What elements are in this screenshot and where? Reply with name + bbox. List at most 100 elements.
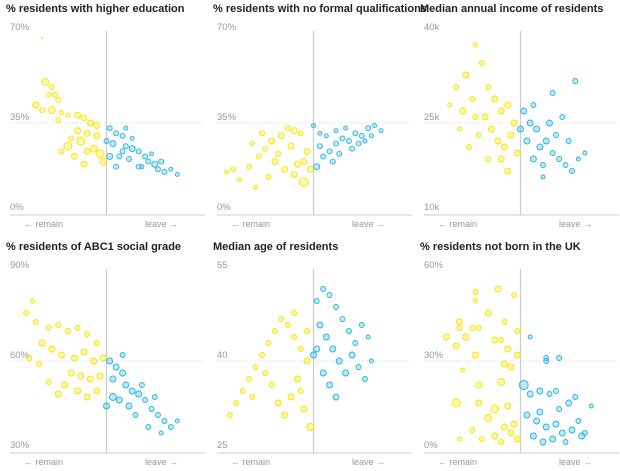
leave-point bbox=[149, 151, 154, 157]
leave-point bbox=[142, 153, 149, 160]
scatter-plot: 0% 35% 70% ← remain leave → bbox=[10, 22, 205, 229]
remain-point bbox=[462, 71, 470, 79]
remain-point bbox=[497, 378, 506, 386]
remain-point bbox=[504, 402, 512, 410]
leave-point bbox=[529, 155, 537, 163]
leave-point bbox=[558, 429, 566, 437]
remain-point bbox=[45, 325, 52, 331]
leave-point bbox=[119, 132, 126, 139]
leave-point bbox=[158, 430, 164, 436]
remain-point bbox=[84, 331, 91, 337]
remain-point bbox=[32, 101, 40, 109]
leave-point bbox=[138, 382, 145, 388]
remain-point bbox=[475, 325, 482, 331]
leave-point bbox=[556, 355, 563, 361]
y-tick-label: 30% bbox=[424, 350, 444, 361]
remain-point bbox=[443, 333, 450, 341]
remain-point bbox=[58, 148, 65, 155]
remain-point bbox=[46, 92, 52, 98]
leave-point bbox=[523, 137, 531, 145]
leave-point bbox=[533, 417, 541, 425]
leave-point bbox=[372, 123, 378, 129]
remain-point bbox=[281, 411, 289, 419]
leave-point bbox=[135, 148, 142, 155]
remain-point bbox=[300, 405, 308, 413]
remain-point bbox=[507, 429, 515, 437]
y-tick-label: 40 bbox=[217, 350, 228, 361]
leave-point bbox=[552, 132, 559, 138]
remain-point bbox=[504, 101, 512, 109]
remain-point bbox=[259, 352, 265, 358]
leave-point bbox=[562, 162, 569, 168]
leave-point bbox=[572, 394, 579, 400]
leave-point bbox=[543, 358, 550, 364]
leave-point bbox=[333, 304, 339, 310]
leave-point bbox=[116, 153, 123, 160]
leave-point bbox=[368, 358, 374, 364]
leave-point bbox=[313, 163, 321, 171]
remain-point bbox=[268, 382, 275, 388]
leave-label: leave → bbox=[559, 457, 592, 467]
leave-point bbox=[333, 128, 339, 134]
remain-point bbox=[30, 298, 35, 304]
leave-point bbox=[549, 150, 556, 156]
leave-point bbox=[575, 156, 581, 162]
leave-point bbox=[108, 393, 117, 401]
remain-point bbox=[76, 136, 86, 146]
remain-point bbox=[86, 119, 94, 127]
leave-point bbox=[320, 153, 327, 160]
remain-point bbox=[268, 137, 276, 145]
leave-point bbox=[322, 333, 330, 341]
remain-point bbox=[473, 42, 478, 48]
remain-point bbox=[61, 381, 69, 389]
scatter-plot: 25 40 55 ← remain leave → bbox=[217, 260, 412, 467]
leave-point bbox=[113, 130, 120, 137]
leave-point bbox=[106, 125, 113, 132]
remain-point bbox=[455, 318, 463, 326]
remain-point bbox=[466, 144, 472, 150]
remain-label: ← remain bbox=[24, 457, 63, 467]
leave-label: leave → bbox=[559, 219, 592, 229]
remain-point bbox=[460, 367, 466, 373]
leave-point bbox=[125, 402, 133, 410]
leave-point bbox=[536, 408, 544, 416]
remain-point bbox=[500, 360, 508, 368]
leave-point bbox=[358, 132, 365, 139]
leave-point bbox=[151, 160, 159, 168]
leave-point bbox=[581, 430, 588, 436]
remain-point bbox=[77, 372, 85, 380]
leave-point bbox=[527, 334, 533, 340]
remain-label: ← remain bbox=[24, 219, 63, 229]
remain-point bbox=[497, 155, 505, 163]
remain-point bbox=[510, 420, 518, 428]
remain-point bbox=[96, 372, 104, 380]
remain-point bbox=[287, 393, 295, 401]
remain-point bbox=[478, 436, 485, 442]
leave-point bbox=[310, 351, 317, 359]
remain-point bbox=[80, 160, 88, 168]
leave-point bbox=[378, 128, 384, 134]
remain-point bbox=[469, 427, 476, 433]
chart-title: Median annual income of residents bbox=[420, 3, 604, 15]
y-tick-label: 0% bbox=[424, 440, 438, 451]
leave-point bbox=[326, 148, 333, 155]
remain-point bbox=[59, 110, 64, 116]
leave-point bbox=[128, 145, 136, 153]
remain-point bbox=[472, 289, 479, 295]
remain-point bbox=[287, 142, 295, 150]
leave-point bbox=[342, 369, 350, 377]
y-tick-label: 90% bbox=[10, 260, 30, 271]
remain-point bbox=[478, 60, 485, 66]
remain-point bbox=[293, 160, 301, 168]
remain-point bbox=[498, 337, 505, 343]
leave-point bbox=[362, 376, 368, 382]
leave-point bbox=[145, 158, 152, 165]
remain-point bbox=[239, 388, 246, 394]
remain-point bbox=[462, 333, 470, 341]
y-tick-label: 55 bbox=[217, 260, 228, 271]
remain-point bbox=[475, 399, 483, 407]
leave-point bbox=[174, 418, 180, 424]
remain-point bbox=[48, 345, 56, 353]
leave-point bbox=[115, 396, 123, 404]
leave-point bbox=[151, 394, 158, 400]
